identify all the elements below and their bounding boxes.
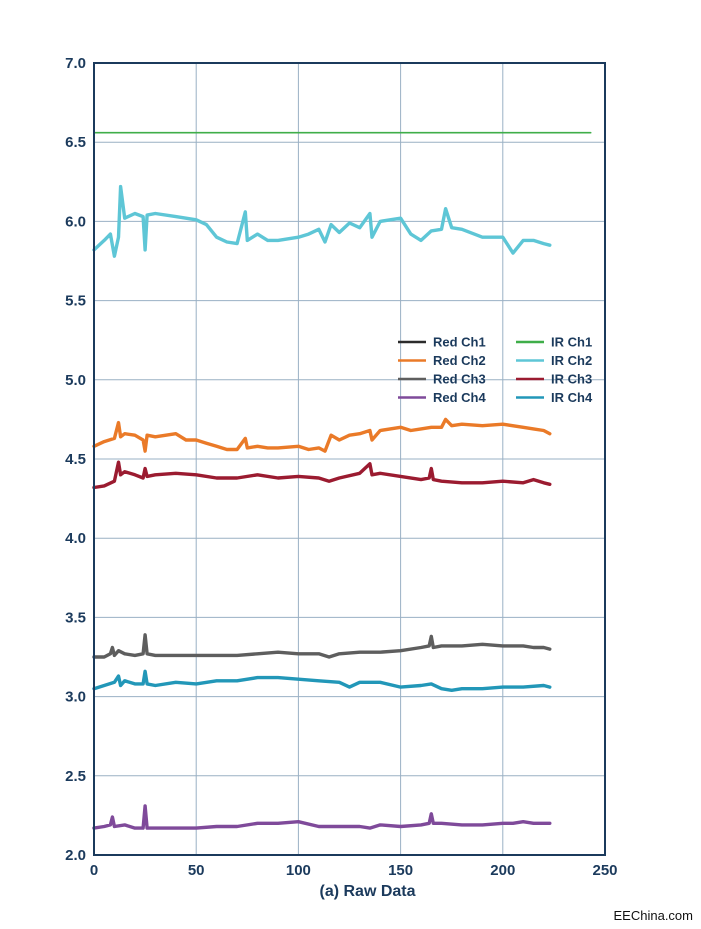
y-tick-label: 3.5 [65,609,86,626]
x-tick-label: 50 [188,862,205,879]
series-line-red-ch2 [92,417,552,453]
y-tick-label: 2.5 [65,768,86,785]
x-tick-label: 150 [388,862,413,879]
x-tick-label: 0 [90,862,98,879]
series-line-ir-ch3 [92,460,552,490]
legend-label: IR Ch4 [551,390,593,405]
y-tick-label: 6.0 [65,213,86,230]
legend: Red Ch1 Red Ch2 Red Ch3 Red Ch4 IR Ch1 IR Ch2… [398,335,593,405]
watermark: EEChina.com [613,908,693,923]
y-tick-label: 6.5 [65,134,86,151]
y-tick-label: 2.0 [65,847,86,864]
x-tick-label: 250 [592,862,617,879]
y-tick-label: 4.5 [65,451,86,468]
x-tick-label: 100 [286,862,311,879]
grid-lines [93,62,606,856]
x-axis-tick-labels: 0 50 100 150 200 250 [90,862,618,879]
legend-label: IR Ch1 [551,335,592,350]
series-line-ir-ch4 [92,669,552,692]
y-tick-label: 3.0 [65,689,86,706]
y-axis-tick-labels: 2.0 2.5 3.0 3.5 4.0 4.5 5.0 5.5 6.0 6.5 7.0 [65,55,86,864]
series-lines [92,131,592,830]
plot-frame [93,62,606,856]
series-line-red-ch4 [92,804,552,830]
legend-label: IR Ch3 [551,372,592,387]
legend-label: Red Ch2 [433,353,486,368]
series-line-red-ch3 [92,633,552,659]
y-tick-label: 4.0 [65,530,86,547]
legend-label: Red Ch3 [433,372,486,387]
y-tick-label: 5.0 [65,372,86,389]
y-tick-label: 7.0 [65,55,86,72]
x-tick-label: 200 [490,862,515,879]
x-axis-title: (a) Raw Data [319,883,415,900]
y-tick-label: 5.5 [65,293,86,310]
legend-label: IR Ch2 [551,353,592,368]
legend-label: Red Ch4 [433,390,487,405]
series-line-ir-ch2 [92,184,552,258]
legend-label: Red Ch1 [433,335,486,350]
